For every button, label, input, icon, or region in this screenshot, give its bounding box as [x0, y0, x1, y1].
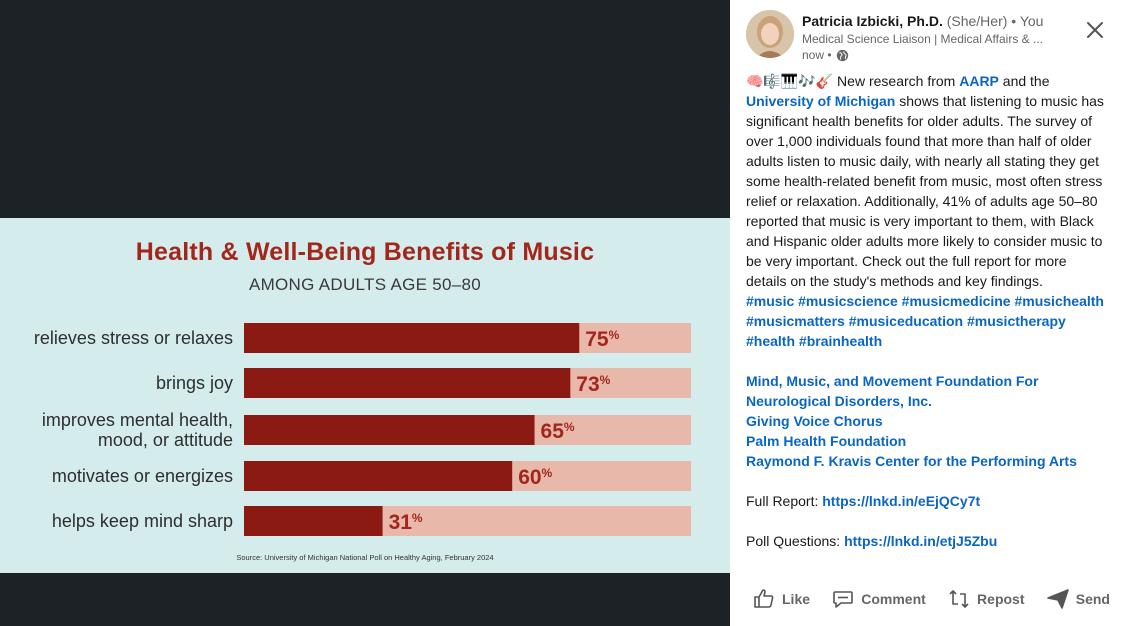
category-label: motivates or energizes — [52, 466, 233, 486]
hashtag-link[interactable]: #health — [746, 333, 796, 349]
poll-questions-link[interactable]: https://lnkd.in/etjJ5Zbu — [844, 533, 998, 549]
full-report-line: Full Report: https://lnkd.in/eEjQCy7t — [746, 493, 981, 509]
value-label: 65% — [541, 420, 575, 443]
bar — [244, 415, 535, 445]
value-label: 60% — [518, 466, 552, 489]
post-timestamp: now • — [802, 48, 849, 62]
send-button[interactable]: Send — [1040, 583, 1116, 615]
action-bar: Like Comment Repost Send — [746, 582, 1116, 616]
category-label: mood, or attitude — [98, 430, 233, 450]
value-label: 73% — [576, 373, 610, 396]
mention-aarp[interactable]: AARP — [959, 73, 999, 89]
hashtag-link[interactable]: #musichealth — [1014, 293, 1104, 309]
mention-link[interactable]: Palm Health Foundation — [746, 433, 907, 449]
mention-university-of-michigan[interactable]: University of Michigan — [746, 93, 896, 109]
comment-button[interactable]: Comment — [825, 583, 932, 615]
hashtag-link[interactable]: #music — [746, 293, 795, 309]
close-icon — [1087, 22, 1103, 38]
mentions-list: Mind, Music, and Movement Foundation For… — [746, 371, 1106, 471]
media-viewer: relieves stress or relaxes 75% brings joy 7… — [0, 218, 730, 573]
hashtag-link[interactable]: #musicmedicine — [901, 293, 1011, 309]
bar — [244, 368, 571, 398]
hashtags: #music #musicscience #musicmedicine #mus… — [746, 291, 1106, 351]
category-label: relieves stress or relaxes — [34, 328, 233, 348]
infographic-source: Source: University of Michigan National … — [236, 553, 494, 562]
mention-link[interactable]: Mind, Music, and Movement Foundation For… — [746, 373, 1039, 409]
post-author[interactable]: Patricia Izbicki, Ph.D. (She/Her) • You — [802, 13, 1043, 29]
close-button[interactable] — [1083, 18, 1107, 42]
hashtag-link[interactable]: #musicscience — [798, 293, 898, 309]
author-connection: • You — [1011, 13, 1044, 29]
poll-questions-line: Poll Questions: https://lnkd.in/etjJ5Zbu — [746, 533, 998, 549]
infographic-image: relieves stress or relaxes 75% brings joy 7… — [0, 218, 730, 573]
send-icon — [1046, 589, 1069, 609]
hashtag-link[interactable]: #musicmatters — [746, 313, 845, 329]
thumbs-up-icon — [754, 589, 774, 608]
category-label: improves mental health, — [42, 410, 233, 430]
author-pronouns: (She/Her) — [946, 13, 1008, 29]
category-label: helps keep mind sharp — [52, 511, 233, 531]
benefits-bar-chart: relieves stress or relaxes 75% brings joy 7… — [34, 323, 691, 536]
bar — [244, 506, 383, 536]
infographic-subtitle: AMONG ADULTS AGE 50–80 — [248, 275, 482, 294]
author-headline: Medical Science Liaison | Medical Affair… — [802, 32, 1044, 46]
repost-icon — [949, 590, 969, 608]
bar — [244, 323, 580, 353]
repost-button[interactable]: Repost — [941, 583, 1030, 615]
author-name[interactable]: Patricia Izbicki, Ph.D. — [802, 13, 943, 29]
like-button[interactable]: Like — [746, 583, 816, 615]
post-paragraph: 🧠🎼🎹🎶🎸 New research from AARP and the Uni… — [746, 73, 1104, 289]
category-label: brings joy — [156, 373, 233, 393]
mention-link[interactable]: Giving Voice Chorus — [746, 413, 883, 429]
infographic-title: Health & Well-Being Benefits of Music — [135, 238, 595, 266]
mention-link[interactable]: Raymond F. Kravis Center for the Perform… — [746, 453, 1077, 469]
post-text: 🧠🎼🎹🎶🎸 New research from AARP and the Uni… — [746, 71, 1106, 551]
value-label: 31% — [389, 511, 423, 534]
globe-icon — [836, 49, 848, 61]
avatar[interactable] — [746, 10, 794, 58]
post-detail-panel: Patricia Izbicki, Ph.D. (She/Her) • You … — [730, 0, 1125, 626]
emoji-icons: 🧠🎼🎹🎶🎸 — [746, 73, 834, 89]
hashtag-link[interactable]: #brainhealth — [798, 333, 883, 349]
bar — [244, 461, 513, 491]
hashtag-link[interactable]: #musictherapy — [966, 313, 1066, 329]
hashtag-link[interactable]: #musiceducation — [848, 313, 964, 329]
value-label: 75% — [585, 328, 619, 351]
comment-icon — [833, 591, 854, 608]
full-report-link[interactable]: https://lnkd.in/eEjQCy7t — [822, 493, 981, 509]
